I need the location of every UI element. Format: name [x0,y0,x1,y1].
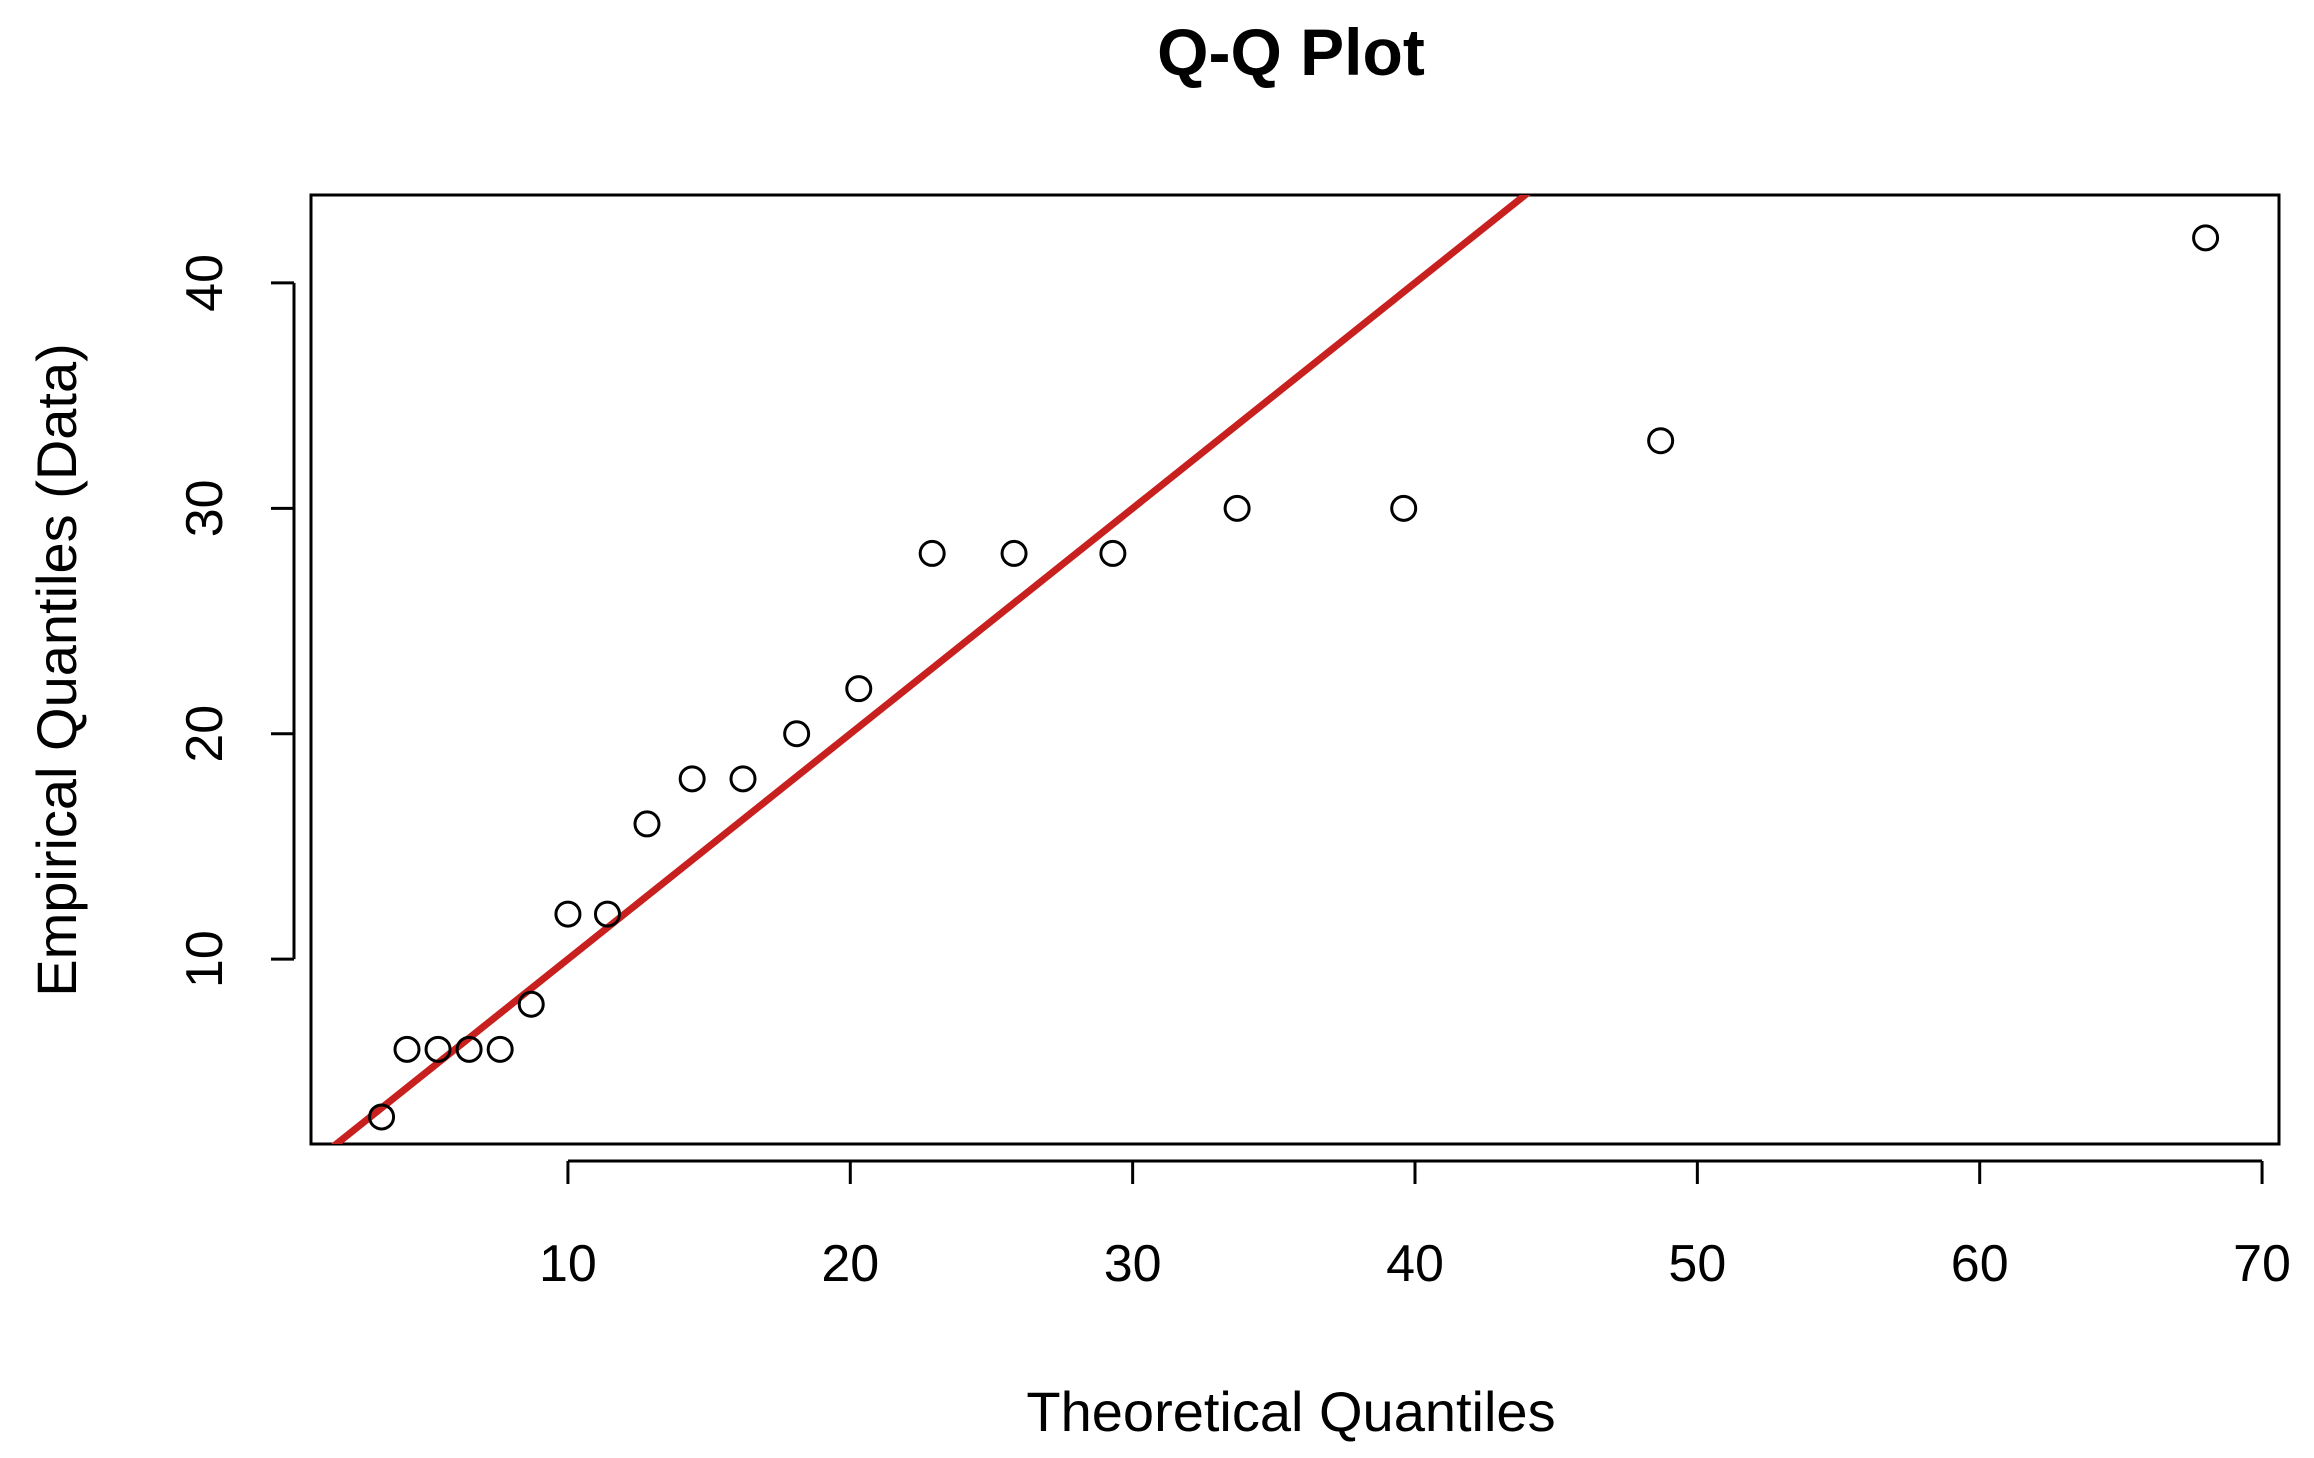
x-tick-label: 50 [1668,1235,1726,1293]
data-points-layer [368,224,2220,1131]
data-point [633,810,661,838]
x-tick-label: 20 [821,1235,879,1293]
data-point [1223,494,1251,522]
x-axis-label: Theoretical Quantiles [1026,1380,1555,1443]
y-tick-label: 40 [176,254,234,312]
y-tick-label: 10 [176,930,234,988]
data-point [2192,224,2220,252]
data-point [368,1103,396,1131]
plot-area-frame [309,193,2281,1146]
chart-title: Q-Q Plot [1157,15,1425,89]
data-point [783,720,811,748]
data-point [918,539,946,567]
x-tick-label: 70 [2233,1235,2291,1293]
y-axis-label: Empirical Quantiles (Data) [25,343,88,997]
data-point [1390,494,1418,522]
data-point [486,1035,514,1063]
data-point [424,1035,452,1063]
x-axis: 10 20 30 40 50 60 70 [539,1159,2291,1293]
data-point [554,900,582,928]
reference-line-layer [330,195,1531,1144]
data-point [678,765,706,793]
y-tick-label: 20 [176,705,234,763]
data-point [845,675,873,703]
data-point [1000,539,1028,567]
y-axis: 10 20 30 40 [176,254,296,988]
data-point [1099,539,1127,567]
y-tick-label: 30 [176,479,234,537]
x-tick-label: 30 [1104,1235,1162,1293]
reference-line [330,195,1531,1144]
data-point [517,990,545,1018]
x-tick-label: 40 [1386,1235,1444,1293]
data-point [593,900,621,928]
data-point [1647,427,1675,455]
data-point [729,765,757,793]
x-tick-label: 10 [539,1235,597,1293]
data-point [393,1035,421,1063]
data-point [455,1035,483,1063]
x-tick-label: 60 [1951,1235,2009,1293]
